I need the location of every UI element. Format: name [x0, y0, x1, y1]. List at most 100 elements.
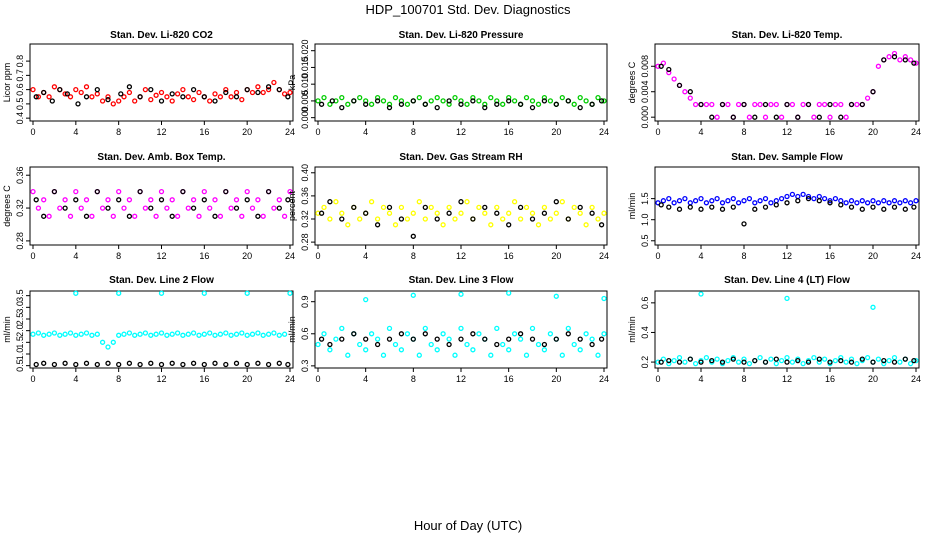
data-point: [511, 98, 518, 104]
data-point: [598, 222, 605, 228]
data-point: [854, 200, 860, 206]
y-tick-label: 0.000: [640, 106, 650, 129]
data-point: [832, 101, 839, 108]
data-point: [281, 213, 288, 219]
data-point: [517, 204, 524, 211]
data-point: [255, 213, 261, 219]
data-point: [276, 360, 282, 366]
data-point: [142, 330, 149, 336]
data-point: [494, 210, 500, 216]
data-point: [244, 86, 250, 93]
data-point: [902, 57, 908, 63]
data-point: [233, 89, 240, 96]
data-point: [255, 330, 261, 336]
data-point: [244, 188, 250, 195]
plot-frame: [654, 43, 920, 122]
data-point: [265, 84, 272, 90]
y-tick-label: 3.0: [15, 301, 25, 314]
panel-title: Stan. Dev. Line 2 Flow: [109, 275, 214, 286]
data-point: [169, 331, 175, 337]
data-point: [410, 292, 416, 298]
data-point: [805, 359, 812, 365]
x-tick-label: 24: [285, 251, 295, 261]
panel-title: Stan. Dev. Line 3 Flow: [409, 275, 514, 286]
data-point: [410, 336, 416, 342]
data-point: [752, 200, 758, 206]
data-point: [315, 341, 321, 348]
data-point: [271, 330, 277, 336]
data-point: [470, 94, 476, 101]
data-point: [321, 204, 327, 211]
data-point: [816, 198, 822, 204]
data-point: [762, 101, 769, 108]
data-point: [911, 60, 917, 66]
data-point: [244, 290, 250, 296]
data-point: [535, 341, 542, 348]
data-point: [719, 206, 726, 212]
data-point: [148, 205, 154, 211]
data-point: [601, 210, 607, 216]
data-point: [105, 197, 111, 203]
data-point: [99, 339, 106, 345]
data-point: [881, 198, 887, 204]
data-point: [75, 101, 81, 107]
data-point: [239, 330, 245, 336]
data-point: [529, 98, 536, 104]
data-point: [523, 94, 530, 101]
data-point: [666, 66, 672, 73]
data-point: [30, 86, 36, 93]
x-tick-label: 8: [411, 127, 416, 137]
data-point: [583, 331, 589, 337]
data-point: [233, 197, 240, 203]
y-tick-label: 0.6: [640, 297, 650, 310]
data-point: [848, 356, 855, 362]
data-point: [105, 360, 111, 366]
panel-7: Stan. Dev. Line 2 Flow 0 4 8 12 16 20 24 0.51.01…: [2, 275, 295, 384]
x-tick-label: 24: [285, 127, 295, 137]
data-point: [315, 98, 321, 104]
data-point: [201, 331, 207, 337]
x-tick-label: 20: [868, 374, 878, 384]
data-point: [260, 332, 266, 338]
data-point: [207, 98, 213, 104]
data-point: [180, 361, 186, 368]
data-point: [244, 361, 250, 368]
data-point: [848, 101, 855, 108]
data-point: [285, 361, 291, 368]
data-point: [875, 63, 882, 69]
data-point: [422, 216, 428, 222]
data-point: [476, 204, 482, 211]
data-point: [470, 347, 476, 353]
data-point: [446, 341, 452, 348]
data-point: [30, 188, 36, 195]
data-point: [46, 331, 52, 337]
x-tick-label: 8: [741, 251, 746, 261]
data-point: [601, 98, 607, 104]
data-point: [658, 359, 664, 365]
data-point: [105, 344, 111, 350]
data-point: [446, 336, 452, 342]
data-point: [428, 98, 434, 104]
data-point: [363, 296, 369, 303]
data-point: [589, 204, 595, 211]
data-point: [386, 210, 393, 216]
data-point: [368, 331, 375, 337]
data-point: [239, 96, 245, 103]
x-tick-label: 16: [504, 127, 514, 137]
data-point: [859, 356, 865, 362]
data-point: [110, 339, 116, 345]
data-point: [559, 94, 565, 101]
data-point: [228, 205, 234, 211]
data-point: [881, 360, 887, 367]
data-point: [116, 98, 122, 104]
y-axis-label: degrees C: [627, 61, 637, 103]
data-point: [422, 204, 428, 211]
data-point: [404, 101, 411, 107]
data-point: [757, 354, 763, 361]
data-point: [35, 94, 42, 100]
data-point: [434, 216, 440, 222]
data-point: [795, 198, 801, 204]
data-point: [891, 198, 898, 204]
data-point: [363, 210, 369, 216]
data-point: [404, 216, 411, 222]
